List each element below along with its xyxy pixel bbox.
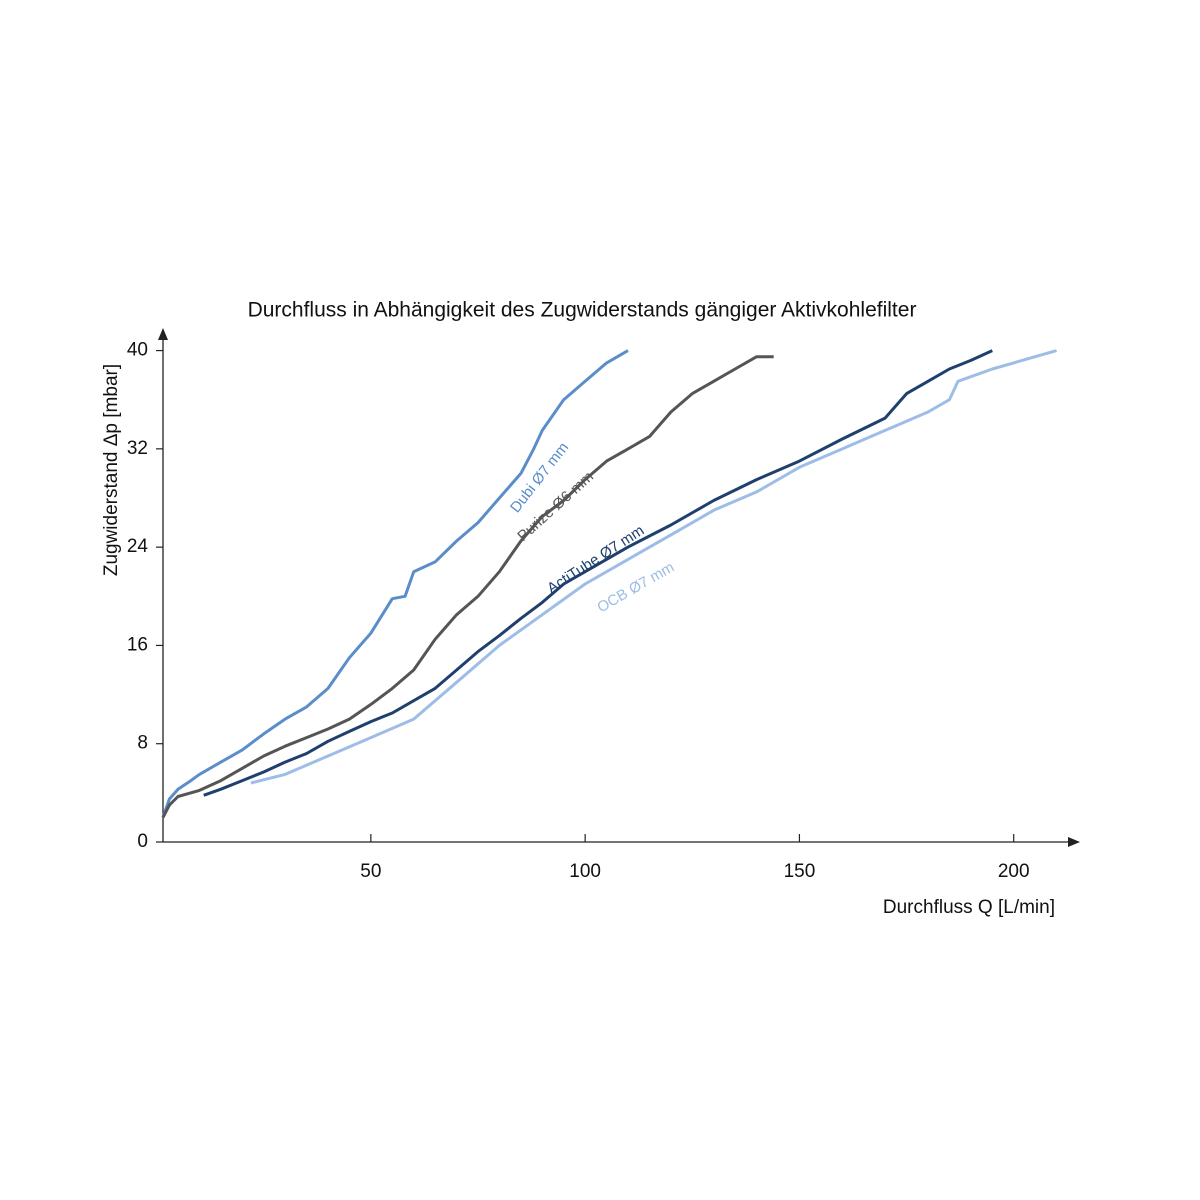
y-tick-label: 8 [137, 733, 148, 754]
y-axis-label: Zugwiderstand Δp [mbar] [101, 364, 122, 576]
y-tick-label: 16 [127, 634, 148, 655]
y-tick-label: 40 [127, 340, 148, 361]
y-tick-label: 32 [127, 438, 148, 459]
series-line [250, 349, 1058, 785]
x-tick-label: 100 [569, 861, 601, 882]
series-line [161, 349, 629, 818]
series-line [161, 355, 774, 819]
series-line [203, 349, 993, 797]
x-axis-arrow [1068, 837, 1080, 847]
y-tick-label: 24 [127, 536, 149, 557]
x-axis-label: Durchfluss Q [L/min] [883, 897, 1055, 918]
x-tick-label: 50 [360, 861, 381, 882]
series-label: OCB Ø7 mm [594, 559, 677, 617]
x-tick-label: 150 [784, 861, 816, 882]
x-tick-label: 200 [998, 861, 1030, 882]
y-tick-label: 0 [137, 831, 148, 852]
y-axis-arrow [158, 328, 168, 340]
chart-title: Durchfluss in Abhängigkeit des Zugwiders… [248, 299, 917, 322]
